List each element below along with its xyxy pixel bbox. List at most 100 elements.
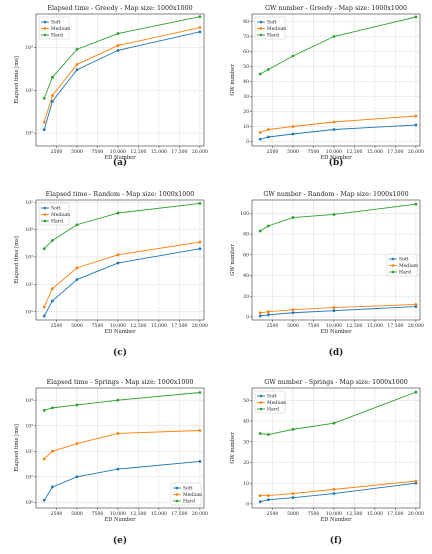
y-tick-label: 40 [243,79,249,85]
data-point-soft [75,475,79,479]
x-tick-label: 17,500 [387,323,403,329]
data-point-hard [42,96,46,100]
data-point-hard [291,427,295,431]
panel-caption: (a) [113,157,127,168]
x-tick-label: 17,500 [171,149,187,155]
y-tick-label: 60 [243,252,249,258]
plot-frame [35,199,205,321]
legend-swatch-marker [391,257,395,261]
series-line-soft [260,124,416,140]
x-tick-label: 2500 [267,511,279,517]
panel-caption: (f) [330,535,342,546]
data-point-medium [42,457,46,461]
data-point-soft [198,460,202,463]
data-point-medium [266,494,270,497]
data-point-hard [258,432,262,435]
legend-label-medium: Medium [267,26,287,32]
data-point-hard [414,390,418,394]
y-tick-label: 10⁴ [25,398,33,404]
x-tick-label: 15,000 [367,323,383,329]
data-point-hard [198,202,202,205]
data-point-soft [332,128,336,131]
chart-panel-d: GW number - Random - Map size: 1000x1000… [230,191,424,358]
plot-frame [251,13,421,147]
x-tick-label: 10,000 [110,323,126,329]
legend-box [386,253,418,277]
y-tick-label: 30 [243,439,249,445]
x-tick-label: 15,000 [367,511,383,517]
x-tick-label: 15,000 [151,323,167,329]
data-point-hard [50,406,54,410]
chart-panel-c: Elapsed time - Random - Map size: 1000x1… [14,191,208,358]
chart-title: GW number - Springs - Map size: 1000x100… [264,379,408,386]
legend-swatch-marker [43,219,47,223]
legend-label-hard: Hard [51,33,63,39]
series-line-hard [259,203,416,232]
legend-label-hard: Hard [399,270,411,276]
data-point-hard [116,32,120,35]
data-point-soft [258,314,262,318]
legend-swatch-marker [259,401,263,404]
data-point-soft [414,305,418,308]
x-tick-label: 12,500 [130,323,146,329]
x-tick-label: 7500 [92,323,104,329]
data-point-medium [50,94,54,97]
data-point-medium [266,310,270,314]
legend-label-medium: Medium [267,400,287,406]
series-line-hard [44,392,200,411]
data-point-hard [414,15,418,19]
legend-box [254,390,286,414]
x-axis-label: ED Number [104,155,136,161]
data-point-medium [75,63,79,66]
legend-label-hard: Hard [183,499,195,505]
y-tick-label: 50 [243,398,249,404]
legend-box [38,16,70,40]
data-point-medium [266,128,270,131]
data-point-hard [50,239,54,242]
data-point-soft [198,30,202,34]
x-tick-label: 15,000 [151,149,167,155]
x-tick-label: 20,000 [408,323,424,329]
data-point-medium [258,494,262,497]
data-point-medium [414,479,418,483]
legend-label-medium: Medium [51,212,71,218]
legend-label-medium: Medium [399,263,419,269]
chart-title: Elapsed time - Springs - Map size: 1000x… [47,379,194,386]
data-point-medium [332,487,336,491]
data-point-soft [291,132,295,136]
legend-label-hard: Hard [51,219,63,225]
x-tick-label: 15,000 [151,511,167,517]
x-tick-label: 10,000 [326,323,342,329]
y-axis-label: Elapsed time [ms] [14,424,20,472]
x-tick-label: 7500 [308,149,320,155]
legend-swatch-marker [391,264,395,267]
data-point-medium [258,311,262,315]
legend-swatch-marker [259,20,263,24]
legend-swatch-marker [175,486,179,490]
x-tick-label: 17,500 [171,511,187,517]
y-tick-label: 10³ [25,255,33,261]
legend-label-medium: Medium [51,26,71,32]
data-point-soft [258,137,262,141]
x-axis-label: ED Number [104,517,136,523]
legend-label-hard: Hard [267,407,279,413]
x-tick-label: 20,000 [408,511,424,517]
legend-label-soft: Soft [267,394,277,400]
legend-label-medium: Medium [183,492,203,498]
x-tick-label: 5000 [71,323,83,329]
data-point-medium [291,125,295,128]
data-point-medium [291,308,295,312]
legend-swatch-marker [391,270,395,274]
x-tick-label: 12,500 [346,323,362,329]
data-point-medium [116,253,120,257]
legend-swatch-marker [43,20,47,24]
y-tick-label: 10² [25,449,33,455]
x-tick-label: 10,000 [326,149,342,155]
data-point-soft [42,498,46,502]
data-point-soft [332,309,336,313]
plot-frame [251,199,421,321]
